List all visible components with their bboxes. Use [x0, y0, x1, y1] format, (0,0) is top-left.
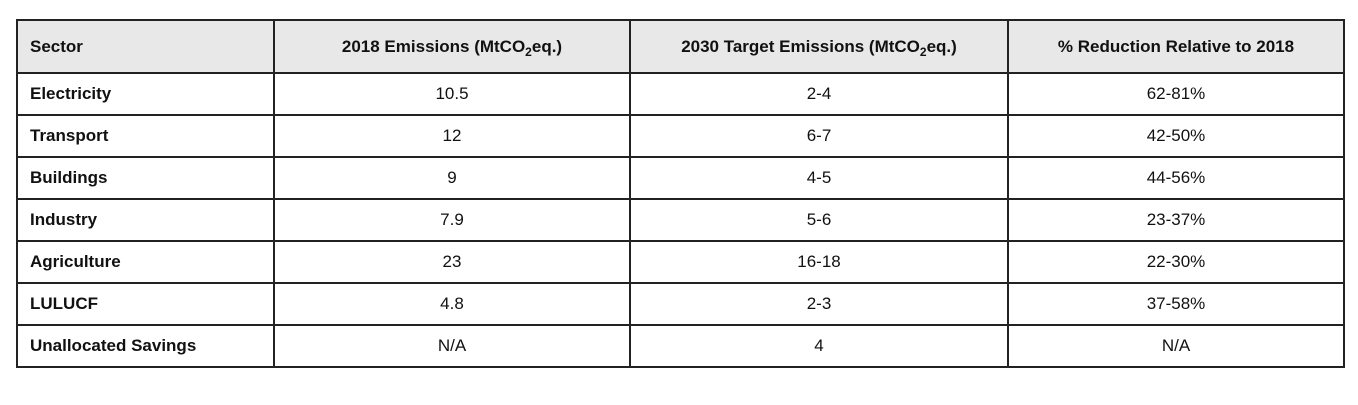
sector-cell: Transport — [16, 114, 275, 158]
header-2018-emissions-suffix: eq.) — [531, 36, 563, 56]
table-row: Agriculture 23 16-18 22-30% — [16, 240, 1345, 284]
reduction-cell: 44-56% — [1007, 156, 1345, 200]
table-row: Buildings 9 4-5 44-56% — [16, 156, 1345, 200]
table-body: Electricity 10.5 2-4 62-81% Transport 12… — [16, 72, 1345, 368]
reduction-cell: N/A — [1007, 324, 1345, 368]
target-2030-cell: 5-6 — [629, 198, 1009, 242]
table-row: Industry 7.9 5-6 23-37% — [16, 198, 1345, 242]
emissions-table: Sector 2018 Emissions (MtCO2eq.) 2030 Ta… — [16, 19, 1345, 368]
reduction-cell: 62-81% — [1007, 72, 1345, 116]
reduction-cell: 42-50% — [1007, 114, 1345, 158]
header-row: Sector 2018 Emissions (MtCO2eq.) 2030 Ta… — [16, 19, 1345, 74]
reduction-cell: 37-58% — [1007, 282, 1345, 326]
header-2018-emissions: 2018 Emissions (MtCO2eq.) — [273, 19, 631, 74]
sector-cell: Agriculture — [16, 240, 275, 284]
header-2030-target-suffix: eq.) — [926, 36, 957, 56]
emissions-2018-cell: 10.5 — [273, 72, 631, 116]
sector-cell: LULUCF — [16, 282, 275, 326]
sector-cell: Electricity — [16, 72, 275, 116]
target-2030-cell: 4 — [629, 324, 1009, 368]
emissions-2018-cell: 23 — [273, 240, 631, 284]
target-2030-cell: 2-3 — [629, 282, 1009, 326]
target-2030-cell: 2-4 — [629, 72, 1009, 116]
header-2018-emissions-subscript: 2 — [525, 44, 532, 59]
reduction-cell: 23-37% — [1007, 198, 1345, 242]
header-2030-target: 2030 Target Emissions (MtCO2eq.) — [629, 19, 1009, 74]
emissions-2018-cell: 4.8 — [273, 282, 631, 326]
table-row: Unallocated Savings N/A 4 N/A — [16, 324, 1345, 368]
target-2030-cell: 16-18 — [629, 240, 1009, 284]
emissions-2018-cell: N/A — [273, 324, 631, 368]
target-2030-cell: 4-5 — [629, 156, 1009, 200]
table-header: Sector 2018 Emissions (MtCO2eq.) 2030 Ta… — [16, 19, 1345, 74]
emissions-2018-cell: 7.9 — [273, 198, 631, 242]
header-reduction: % Reduction Relative to 2018 — [1007, 19, 1345, 74]
sector-cell: Buildings — [16, 156, 275, 200]
emissions-2018-cell: 9 — [273, 156, 631, 200]
table-row: Electricity 10.5 2-4 62-81% — [16, 72, 1345, 116]
sector-cell: Unallocated Savings — [16, 324, 275, 368]
header-sector: Sector — [16, 19, 275, 74]
target-2030-cell: 6-7 — [629, 114, 1009, 158]
table-row: Transport 12 6-7 42-50% — [16, 114, 1345, 158]
header-2018-emissions-prefix: 2018 Emissions (MtCO — [341, 36, 526, 56]
header-2030-target-prefix: 2030 Target Emissions (MtCO — [681, 36, 920, 56]
table-row: LULUCF 4.8 2-3 37-58% — [16, 282, 1345, 326]
header-2030-target-subscript: 2 — [919, 44, 927, 59]
emissions-2018-cell: 12 — [273, 114, 631, 158]
reduction-cell: 22-30% — [1007, 240, 1345, 284]
sector-cell: Industry — [16, 198, 275, 242]
